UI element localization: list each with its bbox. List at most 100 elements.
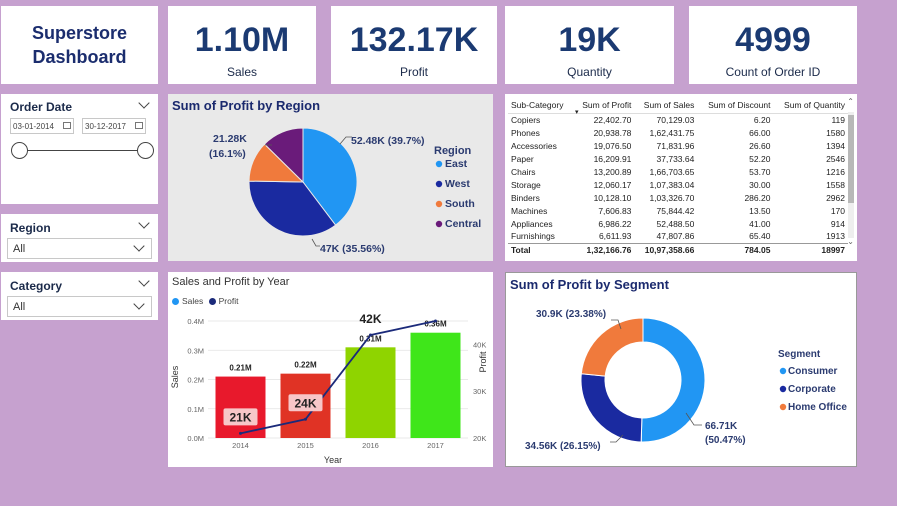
kpi-profit-card[interactable]: 132.17K Profit <box>331 6 497 84</box>
legend-label-west[interactable]: West <box>445 178 470 190</box>
year-axis-label: Year <box>324 455 342 465</box>
legend-label-south[interactable]: South <box>445 198 475 210</box>
profit-point-2016[interactable] <box>369 333 372 337</box>
table-cell: 30.00 <box>749 179 771 190</box>
table-cell: 66.00 <box>749 127 771 138</box>
table-row[interactable]: Phones 20,938.78 1,62,431.75 66.00 1580 <box>508 126 848 139</box>
legend-label-corporate[interactable]: Corporate <box>788 384 836 395</box>
table-cell: Accessories <box>511 140 557 151</box>
table-cell: 71,831.96 <box>656 140 695 151</box>
kpi-count-label: Count of Order ID <box>725 65 821 79</box>
start-date-input[interactable]: 03-01-2014 <box>10 118 74 134</box>
sales-data-label: 0.22M <box>294 361 317 370</box>
profit-point-2014[interactable] <box>239 431 242 435</box>
year-tick-label: 2014 <box>232 441 249 450</box>
profit-line[interactable] <box>240 320 436 435</box>
column-header-sub-category[interactable]: Sub-Category <box>508 97 574 114</box>
chevron-down-icon[interactable] <box>133 240 145 252</box>
corporate-data-label: 34.56K (26.15%) <box>525 441 601 452</box>
order-date-slicer[interactable]: Order Date 03-01-2014 30-12-2017 <box>1 94 158 204</box>
legend-label-home-office[interactable]: Home Office <box>788 402 847 413</box>
kpi-quantity-card[interactable]: 19K Quantity <box>505 6 674 84</box>
table-cell: Paper <box>511 153 534 164</box>
table-cell: 286.20 <box>744 192 771 203</box>
table-row[interactable]: Binders 10,128.10 1,03,326.70 286.20 2962 <box>508 191 848 204</box>
order-date-label: Order Date <box>10 100 73 114</box>
table-cell: 53.70 <box>749 166 771 177</box>
chevron-down-icon[interactable] <box>138 275 150 287</box>
category-slicer[interactable]: Category All <box>1 272 158 320</box>
calendar-icon[interactable] <box>63 122 71 129</box>
donut-slice-consumer[interactable] <box>640 317 706 443</box>
kpi-sales-card[interactable]: 1.10M Sales <box>168 6 316 84</box>
year-tick-label: 2017 <box>427 441 444 450</box>
table-row[interactable]: Paper 16,209.91 37,733.64 52.20 2546 <box>508 152 848 165</box>
sales-profit-by-year-chart[interactable]: Sales and Profit by Year Sales Profit 0.… <box>168 272 493 467</box>
table-cell: 2962 <box>826 192 845 203</box>
profit-by-region-chart[interactable]: Sum of Profit by Region 52.48K (39.7%) 4… <box>168 94 493 261</box>
sort-descending-icon[interactable]: ▾ <box>575 108 579 116</box>
profit-by-region-title: Sum of Profit by Region <box>172 98 321 113</box>
table-cell: 119 <box>831 114 845 125</box>
legend-label-consumer[interactable]: Consumer <box>788 366 838 377</box>
table-row[interactable]: Accessories 19,076.50 71,831.96 26.60 1394 <box>508 139 848 152</box>
column-header-sum-of-profit[interactable]: Sum of Profit ▾ <box>573 97 635 116</box>
pie-slice-west[interactable] <box>248 180 337 237</box>
chevron-down-icon[interactable] <box>133 298 145 310</box>
table-cell: 52.20 <box>749 153 771 164</box>
legend-label-east[interactable]: East <box>445 158 468 170</box>
year-tick-label: 2015 <box>297 441 314 450</box>
table-row[interactable]: Machines 7,606.83 75,844.42 13.50 170 <box>508 204 848 217</box>
south-data-label-pct: (16.1%) <box>209 148 246 160</box>
column-header-sum-of-quantity[interactable]: Sum of Quantity <box>773 97 848 114</box>
date-range-track[interactable] <box>19 150 145 151</box>
table-row[interactable]: Furnishings 6,611.93 47,807.86 65.40 1913 <box>508 230 848 243</box>
donut-slice-home-office[interactable] <box>580 317 644 377</box>
sales-bar-2016[interactable] <box>345 347 396 438</box>
region-slicer-label: Region <box>10 221 51 235</box>
scroll-up-icon[interactable]: ⌃ <box>847 97 854 106</box>
table-row[interactable]: Chairs 13,200.89 1,66,703.65 53.70 1216 <box>508 165 848 178</box>
donut-slice-corporate[interactable] <box>580 373 643 443</box>
kpi-quantity-value: 19K <box>558 21 621 59</box>
profit-tick-label: 40K <box>473 340 486 349</box>
table-scrollbar[interactable] <box>848 112 854 238</box>
date-range-start-handle[interactable] <box>11 142 28 159</box>
legend-label-central[interactable]: Central <box>445 218 481 230</box>
region-dropdown[interactable]: All <box>7 238 152 259</box>
table-row[interactable]: Appliances 6,986.22 52,488.50 41.00 914 <box>508 217 848 230</box>
pie-slice-east[interactable] <box>302 127 358 226</box>
subcategory-table[interactable]: Sub-Category Sum of Profit ▾ Sum of Sales Su… <box>505 94 857 261</box>
sales-bar-2014[interactable] <box>215 376 266 438</box>
profit-point-2015[interactable] <box>304 417 307 421</box>
table-cell: 6.20 <box>753 114 771 125</box>
table-cell: 19,076.50 <box>593 140 632 151</box>
column-header-sum-of-sales[interactable]: Sum of Sales <box>634 97 698 114</box>
table-cell: 1,03,326.70 <box>649 192 695 203</box>
chevron-down-icon[interactable] <box>138 217 150 229</box>
end-date-input[interactable]: 30-12-2017 <box>82 118 146 134</box>
category-dropdown[interactable]: All <box>7 296 152 317</box>
sales-tick-label: 0.2M <box>187 376 204 385</box>
calendar-icon[interactable] <box>135 122 143 129</box>
pie-slice-central[interactable] <box>263 127 304 184</box>
profit-point-2017[interactable] <box>434 319 437 323</box>
table-row[interactable]: Copiers 22,402.70 70,129.03 6.20 119 <box>508 113 848 126</box>
table-cell: 75,844.42 <box>656 205 695 216</box>
date-range-end-handle[interactable] <box>137 142 154 159</box>
kpi-count-card[interactable]: 4999 Count of Order ID <box>689 6 857 84</box>
table-cell: 1,07,383.04 <box>649 179 695 190</box>
region-slicer[interactable]: Region All <box>1 214 158 262</box>
table-scrollbar-thumb[interactable] <box>848 115 854 203</box>
sales-bar-2017[interactable] <box>410 332 461 438</box>
sales-tick-label: 0.1M <box>187 405 204 414</box>
profit-by-segment-chart[interactable]: Sum of Profit by Segment 30.9K (23.38%) … <box>505 272 857 467</box>
table-cell: 1580 <box>826 127 845 138</box>
segment-legend-title: Segment <box>778 349 821 360</box>
scroll-down-icon[interactable]: ⌄ <box>847 237 854 246</box>
table-row[interactable]: Storage 12,060.17 1,07,383.04 30.00 1558 <box>508 178 848 191</box>
column-header-sum-of-discount[interactable]: Sum of Discount <box>697 97 774 114</box>
chevron-down-icon[interactable] <box>138 97 150 109</box>
title-line-1: Superstore <box>31 23 128 43</box>
table-cell: 2546 <box>826 153 845 164</box>
